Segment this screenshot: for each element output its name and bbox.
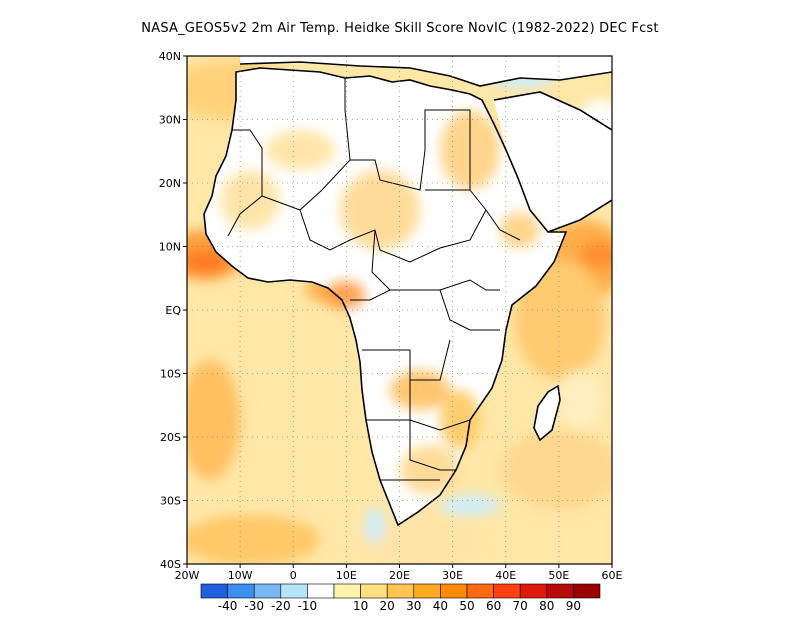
colorbar-label: 70 [513,599,528,613]
lat-label: 30S [160,495,181,508]
colorbar-label: -40 [218,599,238,613]
colorbar: -40 -30 -20 -10 10 20 30 40 50 60 70 80 90 [200,583,601,613]
lat-label: 20S [160,431,181,444]
colorbar-label: -10 [298,599,318,613]
colorbar-swatch [227,583,255,599]
colorbar-swatch [573,583,601,599]
colorbar-swatch [360,583,388,599]
colorbar-label: 40 [433,599,448,613]
colorbar-label: 80 [539,599,554,613]
lon-label: 40E [495,569,516,582]
colorbar-label: 30 [406,599,421,613]
colorbar-label: 20 [380,599,395,613]
lat-label: 40N [159,50,181,63]
lon-label: 10W [228,569,253,582]
arabia [494,92,612,232]
colorbar-swatch [466,583,494,599]
longitude-labels: 20W 10W 0 10E 20E 30E 40E 50E 60E [175,569,623,582]
colorbar-label: -30 [244,599,264,613]
colorbar-label: 60 [486,599,501,613]
madagascar [534,386,560,440]
lon-label: 20W [175,569,200,582]
colorbar-swatch [386,583,415,599]
colorbar-label: -20 [271,599,291,613]
lat-label: 40S [160,558,181,571]
lon-label: 60E [602,569,623,582]
axis-ticks [183,55,613,568]
map-title: NASA_GEOS5v2 2m Air Temp. Heidke Skill S… [141,21,659,36]
colorbar-swatch [280,583,308,599]
lon-label: 50E [548,569,569,582]
colorbar-swatch [440,583,468,599]
lat-label: EQ [165,304,181,317]
gridlines [187,56,612,564]
lon-label: 30E [442,569,463,582]
lon-label: 0 [290,569,297,582]
colorbar-swatch [333,583,361,599]
lat-label: 30N [159,114,181,127]
coastlines [203,61,612,527]
colorbar-label: 50 [459,599,474,613]
colorbar-swatch [546,583,574,599]
colorbar-label: 90 [566,599,581,613]
lat-label: 10S [160,368,181,381]
lon-label: 10E [336,569,357,582]
colorbar-swatch [413,583,441,599]
colorbar-swatch [519,583,548,599]
colorbar-swatch [307,583,335,599]
lat-label: 20N [159,177,181,190]
shaded-field [187,56,612,564]
country-borders [227,78,521,481]
lon-label: 20E [389,569,410,582]
colorbar-swatch [253,583,282,599]
colorbar-label: 10 [353,599,368,613]
colorbar-swatch [493,583,521,599]
colorbar-swatch [200,583,228,599]
lat-label: 10N [159,241,181,254]
latitude-labels: 40N 30N 20N 10N EQ 10S 20S 30S 40S [159,50,182,571]
